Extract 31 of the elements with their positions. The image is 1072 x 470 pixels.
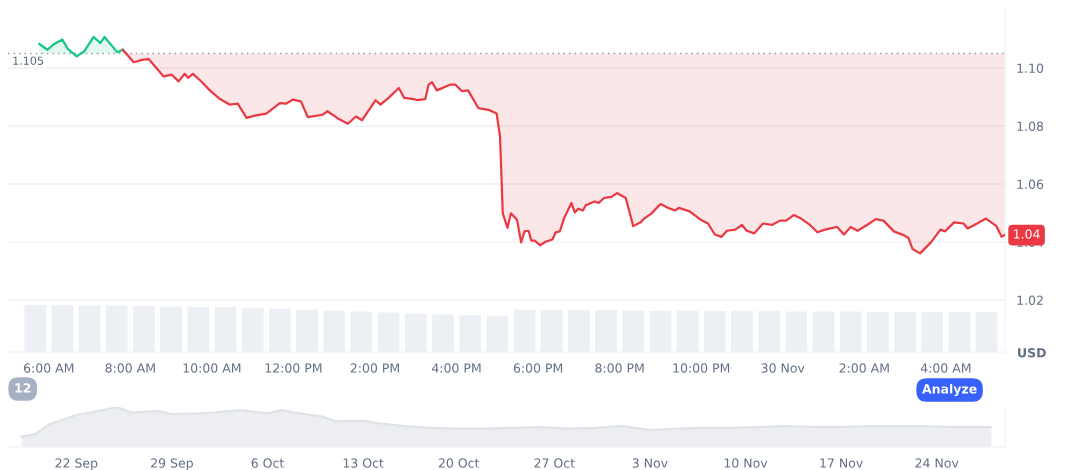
annotation: 1.04	[1014, 229, 1040, 239]
x-tick-label: 4:00 PM	[431, 363, 481, 373]
x-tick-label: 12:00 PM	[265, 363, 322, 373]
y-axis-title: USD	[1018, 348, 1046, 358]
x-tick-label: 6:00 PM	[513, 363, 563, 373]
x-tick-label: 20 Oct	[438, 458, 480, 468]
x-tick-label: 10:00 AM	[183, 363, 241, 373]
x-tick-label: 30 Nov	[761, 363, 805, 373]
x-tick-label: 13 Oct	[343, 458, 384, 468]
x-tick-label: 4:00 AM	[920, 363, 971, 373]
y-tick-label: 1.06	[1017, 179, 1044, 189]
x-tick-label: 8:00 AM	[105, 363, 155, 373]
y-tick-label: 1.08	[1017, 121, 1044, 131]
x-tick-label: 6:00 AM	[23, 363, 74, 373]
x-tick-label: 17 Nov	[820, 458, 863, 468]
x-tick-label: 6 Oct	[251, 458, 284, 468]
y-tick-label: 1.10	[1017, 63, 1044, 73]
x-tick-label: 22 Sep	[55, 458, 98, 470]
x-tick-label: 10 Nov	[724, 458, 768, 468]
x-tick-label: 24 Nov	[915, 458, 959, 468]
x-tick-label: 27 Oct	[534, 458, 575, 468]
text: 12	[15, 383, 31, 393]
x-tick-label: 2:00 AM	[839, 363, 889, 373]
x-tick-label: 8:00 PM	[595, 363, 644, 373]
x-tick-label: 10:00 PM	[673, 363, 730, 373]
x-tick-label: 2:00 PM	[350, 363, 399, 373]
ref-line-label: 1.105	[13, 56, 44, 65]
x-tick-label: 29 Sep	[151, 458, 193, 470]
x-tick-label: 3 Nov	[632, 458, 668, 468]
text: Analyze	[922, 383, 977, 397]
y-tick-label: 1.02	[1017, 295, 1043, 306]
